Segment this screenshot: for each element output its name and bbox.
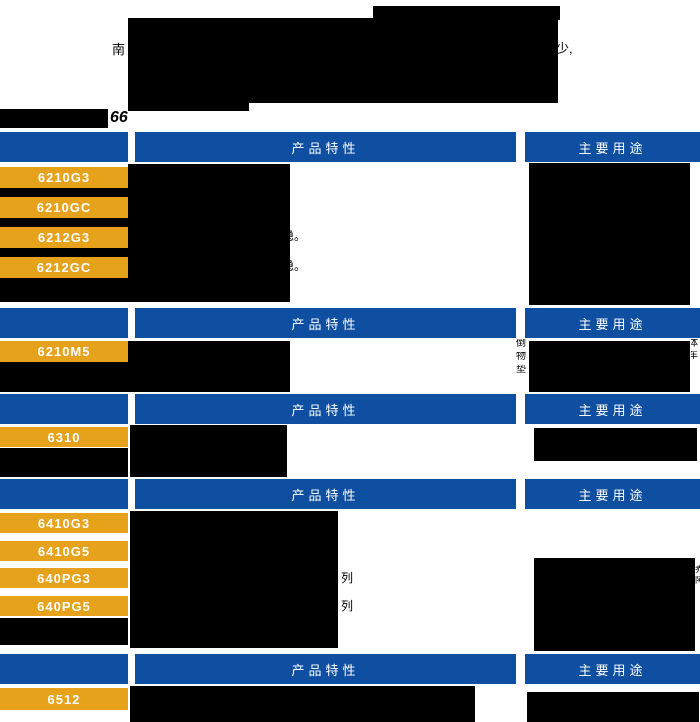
redaction-box <box>534 428 697 461</box>
header-main-uses: 主要用途 <box>525 479 700 509</box>
redacted-text-fragment: 列 <box>341 571 354 585</box>
redacted-text-fragment: 稳。 <box>288 230 306 243</box>
header-product-name-col <box>0 308 128 338</box>
redacted-text-fragment: 物 <box>516 352 526 362</box>
redaction-box <box>128 164 290 302</box>
product-code-6212GC: 6212GC <box>0 257 128 278</box>
header-product-features: 产品特性 <box>135 308 516 338</box>
header-product-name-col <box>0 479 128 509</box>
redaction-box <box>130 511 338 648</box>
header-label: 产品特性 <box>291 140 360 156</box>
product-code-6310: 6310 <box>0 427 128 447</box>
redacted-text-fragment: 垫 <box>516 365 526 375</box>
product-code-6512: 6512 <box>0 688 128 710</box>
product-code-6210M5: 6210M5 <box>0 341 128 362</box>
redaction-box <box>128 18 558 103</box>
product-code-6210GC: 6210GC <box>0 197 128 218</box>
product-code-640PG5: 640PG5 <box>0 596 128 616</box>
header-label: 主要用途 <box>578 487 647 503</box>
header-product-features: 产品特性 <box>135 654 516 684</box>
redaction-box <box>529 163 690 305</box>
redaction-box <box>534 558 695 651</box>
page-number: 66 <box>110 109 128 126</box>
product-code-6210G3: 6210G3 <box>0 167 128 188</box>
header-main-uses: 主要用途 <box>525 132 700 162</box>
redacted-text-fragment: 障 <box>695 576 700 586</box>
redaction-box <box>130 425 287 477</box>
redaction-box <box>373 6 560 20</box>
header-product-features: 产品特性 <box>135 394 516 424</box>
header-product-features: 产品特性 <box>135 479 516 509</box>
redaction-box <box>128 103 249 111</box>
header-label: 主要用途 <box>578 402 647 418</box>
header-main-uses: 主要用途 <box>525 394 700 424</box>
redaction-box <box>128 341 290 392</box>
header-label: 产品特性 <box>291 316 360 332</box>
redacted-text-fragment: 养 <box>695 565 700 575</box>
redaction-box <box>0 618 128 645</box>
product-code-640PG3: 640PG3 <box>0 568 128 588</box>
text-fragment: 少, <box>556 41 573 56</box>
header-main-uses: 主要用途 <box>525 654 700 684</box>
redaction-box <box>0 109 108 128</box>
redacted-text-fragment: 稳。 <box>288 260 306 273</box>
redacted-text-fragment: 体 <box>691 339 698 349</box>
header-product-name-col <box>0 132 128 162</box>
header-label: 产品特性 <box>291 487 360 503</box>
redacted-text-fragment: 车 <box>691 351 698 361</box>
redaction-box <box>0 448 128 477</box>
header-main-uses: 主要用途 <box>525 308 700 338</box>
header-product-features: 产品特性 <box>135 132 516 162</box>
header-label: 主要用途 <box>578 662 647 678</box>
header-product-name-col <box>0 654 128 684</box>
redacted-text-fragment: 列 <box>341 599 354 613</box>
header-label: 产品特性 <box>291 402 360 418</box>
text-fragment: 南 <box>112 42 126 57</box>
redaction-box <box>529 341 690 392</box>
redacted-text-fragment: 倒 <box>516 339 526 349</box>
header-label: 主要用途 <box>578 140 647 156</box>
product-code-6212G3: 6212G3 <box>0 227 128 248</box>
product-code-6410G5: 6410G5 <box>0 541 128 561</box>
header-product-name-col <box>0 394 128 424</box>
product-code-6410G3: 6410G3 <box>0 513 128 533</box>
header-label: 主要用途 <box>578 316 647 332</box>
redaction-box <box>527 692 699 722</box>
header-label: 产品特性 <box>291 662 360 678</box>
redaction-box <box>130 686 475 722</box>
